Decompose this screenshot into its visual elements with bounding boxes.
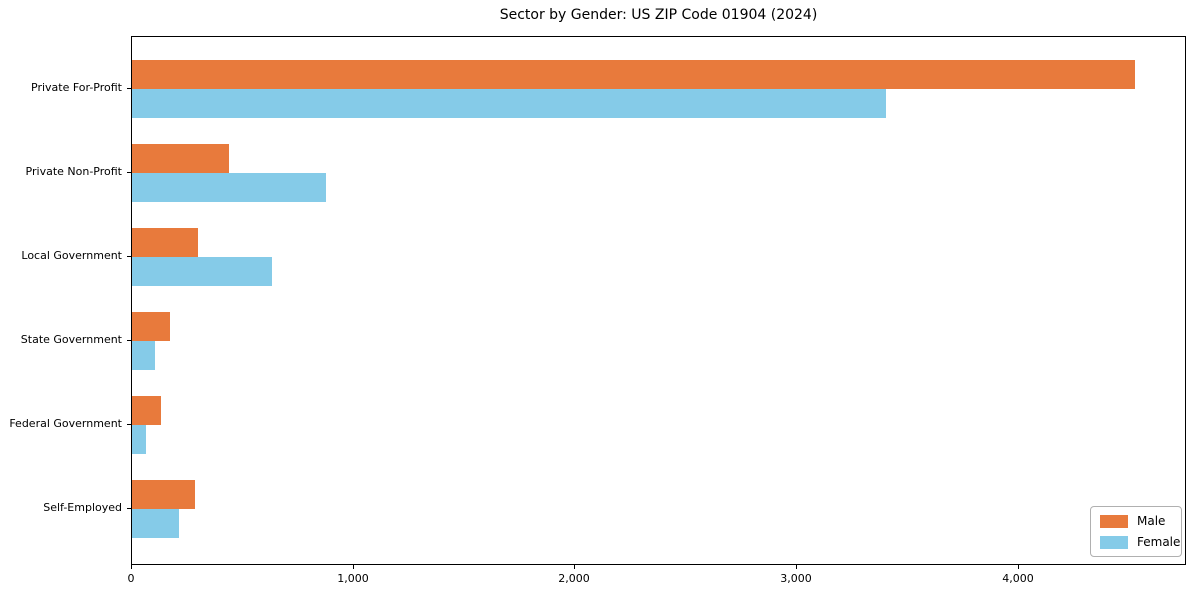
y-axis-label-private-non-profit: Private Non-Profit xyxy=(25,165,122,178)
legend: Male Female xyxy=(1090,506,1182,557)
x-tick-label: 0 xyxy=(127,572,135,585)
chart-title: Sector by Gender: US ZIP Code 01904 (202… xyxy=(499,7,818,23)
legend-entry-female: Female xyxy=(1100,535,1180,549)
legend-label-male: Male xyxy=(1137,514,1166,528)
y-tick-mark xyxy=(127,172,131,173)
x-tick-mark xyxy=(574,565,575,569)
x-tick-mark xyxy=(796,565,797,569)
y-axis-label-self-employed: Self-Employed xyxy=(43,501,122,514)
y-tick-mark xyxy=(127,508,131,509)
bar-female-local-government xyxy=(132,257,272,286)
x-tick-label: 2,000 xyxy=(558,572,590,585)
legend-swatch-female xyxy=(1100,535,1128,549)
bar-male-private-non-profit xyxy=(132,144,229,173)
x-tick-mark xyxy=(353,565,354,569)
bar-female-self-employed xyxy=(132,509,179,538)
bar-male-state-government xyxy=(132,312,170,341)
y-tick-mark xyxy=(127,424,131,425)
plot-area xyxy=(131,36,1186,565)
x-tick-mark xyxy=(131,565,132,569)
x-tick-label: 4,000 xyxy=(1002,572,1034,585)
x-tick-mark xyxy=(1018,565,1019,569)
bar-male-local-government xyxy=(132,228,198,257)
x-tick-label: 3,000 xyxy=(780,572,812,585)
bar-male-self-employed xyxy=(132,480,195,509)
legend-label-female: Female xyxy=(1137,535,1181,549)
y-tick-mark xyxy=(127,256,131,257)
y-axis-label-local-government: Local Government xyxy=(21,249,122,262)
bar-female-state-government xyxy=(132,341,155,370)
y-axis-label-private-for-profit: Private For-Profit xyxy=(31,81,122,94)
y-tick-mark xyxy=(127,88,131,89)
y-tick-mark xyxy=(127,340,131,341)
legend-swatch-male xyxy=(1100,514,1128,528)
y-axis-label-state-government: State Government xyxy=(20,333,122,346)
x-tick-label: 1,000 xyxy=(337,572,369,585)
bar-female-federal-government xyxy=(132,425,146,454)
bar-female-private-non-profit xyxy=(132,173,326,202)
bar-male-private-for-profit xyxy=(132,60,1135,89)
y-axis-label-federal-government: Federal Government xyxy=(9,417,122,430)
bar-female-private-for-profit xyxy=(132,89,886,118)
legend-entry-male: Male xyxy=(1100,514,1172,528)
bar-male-federal-government xyxy=(132,396,161,425)
